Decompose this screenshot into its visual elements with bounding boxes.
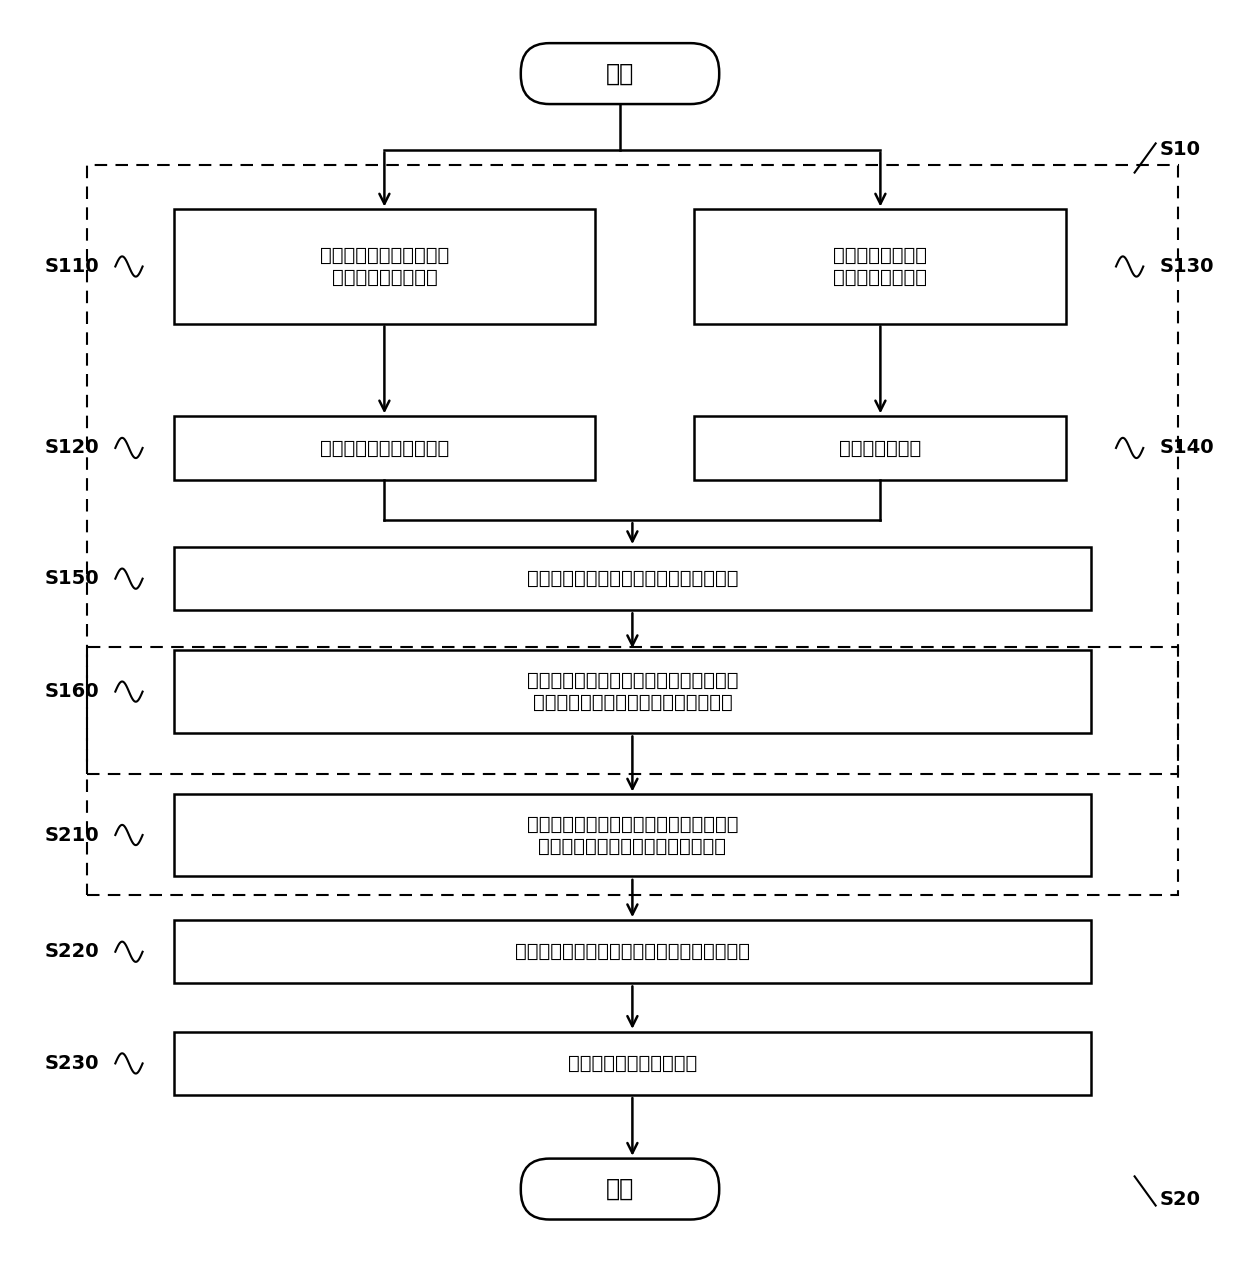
Text: 在第一基础膜的顶表面上
形成第一结构化图案: 在第一基础膜的顶表面上 形成第一结构化图案	[320, 246, 449, 287]
Text: S20: S20	[1159, 1190, 1200, 1208]
Text: 开始: 开始	[606, 62, 634, 85]
Text: 临时固化第一结构化图案: 临时固化第一结构化图案	[320, 439, 449, 457]
Text: S150: S150	[45, 570, 99, 588]
Text: S230: S230	[45, 1055, 99, 1072]
Bar	[174, 1032, 1091, 1095]
Text: 在第二基础膜的顶表面上形成第二结构化图案: 在第二基础膜的顶表面上形成第二结构化图案	[515, 943, 750, 961]
FancyBboxPatch shape	[521, 43, 719, 104]
Bar	[174, 416, 595, 480]
Text: 在使第一结构化图案与粘合层粘结的同时
对第一结构化图案和粘合层执行主固化: 在使第一结构化图案与粘合层粘结的同时 对第一结构化图案和粘合层执行主固化	[527, 671, 738, 712]
Text: S10: S10	[1159, 141, 1200, 159]
Bar	[694, 416, 1066, 480]
Text: 完全固化第二结构化图案: 完全固化第二结构化图案	[568, 1055, 697, 1072]
Bar	[174, 920, 1091, 983]
Text: S110: S110	[45, 258, 99, 275]
Bar	[174, 209, 595, 324]
Text: S140: S140	[1159, 439, 1214, 457]
Bar	[174, 794, 1091, 876]
Text: 将第二基础膜粘结到第一基础膜的顶部上: 将第二基础膜粘结到第一基础膜的顶部上	[527, 570, 738, 588]
Text: S210: S210	[45, 826, 99, 844]
Text: 临时固化粘合层: 临时固化粘合层	[839, 439, 921, 457]
Text: S130: S130	[1159, 258, 1214, 275]
Text: 在第二基础膜的底
表面上形成粘合层: 在第二基础膜的底 表面上形成粘合层	[833, 246, 928, 287]
Bar	[694, 209, 1066, 324]
Bar	[87, 647, 1178, 895]
Text: S120: S120	[45, 439, 99, 457]
Text: 结束: 结束	[606, 1178, 634, 1200]
Bar	[174, 547, 1091, 610]
Bar	[87, 165, 1178, 774]
Text: S220: S220	[45, 943, 99, 961]
Bar	[174, 650, 1091, 732]
FancyBboxPatch shape	[521, 1159, 719, 1220]
Text: 在使第一基础膜与第二基础膜粘结的同时
对第一基础膜和第二基础膜进行传送: 在使第一基础膜与第二基础膜粘结的同时 对第一基础膜和第二基础膜进行传送	[527, 815, 738, 855]
Text: S160: S160	[45, 683, 99, 700]
